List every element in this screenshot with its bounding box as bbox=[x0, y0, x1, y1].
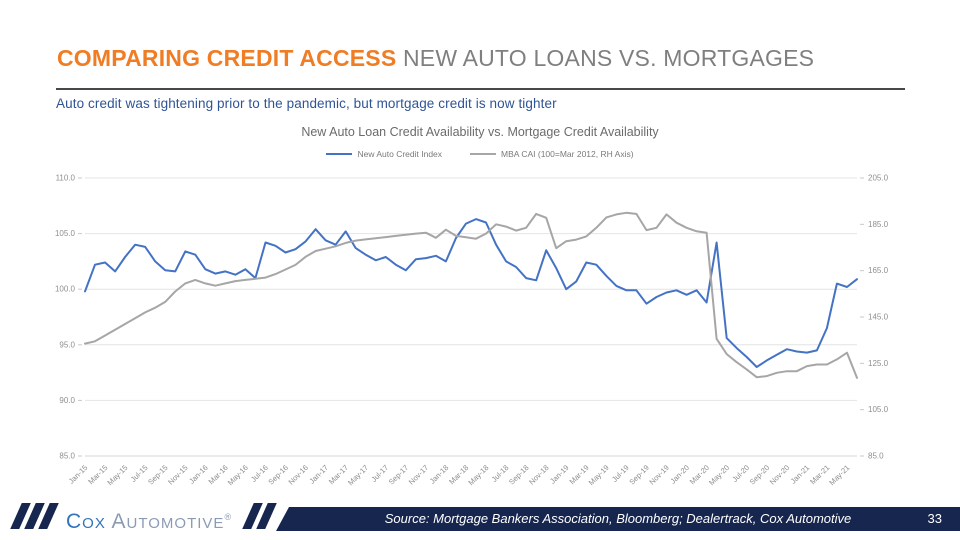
x-axis-label: Mar-18 bbox=[447, 463, 470, 486]
legend-swatch bbox=[470, 153, 497, 155]
legend-label: MBA CAI (100=Mar 2012, RH Axis) bbox=[501, 149, 634, 159]
x-axis-label: May-17 bbox=[346, 463, 370, 487]
x-axis-label: May-21 bbox=[827, 463, 851, 487]
legend-item: New Auto Credit Index bbox=[326, 149, 442, 159]
title-divider bbox=[56, 88, 905, 90]
left-axis-label: 100.0 bbox=[55, 285, 76, 294]
x-axis-label: Jan-15 bbox=[67, 463, 90, 486]
logo-text-automotive: Automotive bbox=[111, 510, 225, 533]
x-axis-label: Jan-20 bbox=[668, 463, 691, 486]
logo-text-cox: Cox bbox=[66, 510, 106, 533]
x-axis-label: Mar-21 bbox=[808, 463, 831, 486]
left-axis-label: 85.0 bbox=[59, 452, 75, 461]
chart-legend: New Auto Credit Index MBA CAI (100=Mar 20… bbox=[0, 149, 960, 159]
legend-label: New Auto Credit Index bbox=[357, 149, 443, 159]
mba-cai-line bbox=[84, 211, 858, 379]
x-axis-label: Mar-15 bbox=[86, 463, 109, 486]
x-axis-label: Sep-17 bbox=[387, 463, 410, 486]
x-axis-label: Mar-16 bbox=[207, 463, 230, 486]
left-axis-label: 105.0 bbox=[55, 229, 76, 238]
x-axis-label: Sep-15 bbox=[146, 463, 169, 486]
new-auto-credit-index-line bbox=[84, 218, 858, 368]
x-axis-label: Sep-20 bbox=[748, 463, 771, 486]
line-chart: 85.0 90.0 95.0 100.0 105.0 110.0 85.0 105.0 125.… bbox=[55, 174, 889, 488]
left-axis-label: 90.0 bbox=[59, 396, 75, 405]
x-axis-label: Nov-20 bbox=[768, 463, 791, 486]
x-axis-label: Mar-17 bbox=[327, 463, 350, 486]
legend-item: MBA CAI (100=Mar 2012, RH Axis) bbox=[470, 149, 634, 159]
source-text: Source: Mortgage Bankers Association, Bl… bbox=[384, 511, 852, 526]
right-axis-label: 125.0 bbox=[868, 359, 889, 368]
x-axis-label: Jan-16 bbox=[187, 463, 210, 486]
x-axis-label: May-19 bbox=[587, 463, 611, 487]
x-axis-label: May-18 bbox=[466, 463, 490, 487]
legend-swatch bbox=[326, 153, 353, 155]
title-rest: NEW AUTO LOANS VS. MORTGAGES bbox=[396, 45, 815, 71]
x-axis-label: Mar-19 bbox=[568, 463, 591, 486]
page-title: COMPARING CREDIT ACCESS NEW AUTO LOANS V… bbox=[57, 44, 814, 72]
x-axis-label: Nov-15 bbox=[166, 463, 189, 486]
x-axis-label: May-16 bbox=[226, 463, 250, 487]
right-axis-label: 145.0 bbox=[868, 313, 889, 322]
right-axis-label: 205.0 bbox=[868, 174, 889, 183]
right-axis-label: 185.0 bbox=[868, 220, 889, 229]
right-axis-label: 105.0 bbox=[868, 405, 889, 414]
source-bar: Source: Mortgage Bankers Association, Bl… bbox=[276, 507, 960, 531]
x-axis-label: Sep-19 bbox=[627, 463, 650, 486]
title-highlight: COMPARING CREDIT ACCESS bbox=[57, 45, 397, 71]
x-axis-label: Jan-21 bbox=[789, 463, 812, 486]
x-axis-label: Nov-16 bbox=[287, 463, 310, 486]
x-axis-label: Mar-20 bbox=[688, 463, 711, 486]
left-axis-label: 95.0 bbox=[59, 340, 75, 349]
page-number: 33 bbox=[927, 511, 942, 526]
right-axis-label: 85.0 bbox=[868, 452, 884, 461]
x-axis-label: Jan-19 bbox=[548, 463, 571, 486]
x-axis-label: May-20 bbox=[707, 463, 731, 487]
x-axis-label: Jan-17 bbox=[307, 463, 330, 486]
x-axis-label: Nov-19 bbox=[647, 463, 670, 486]
x-axis-label: Sep-16 bbox=[266, 463, 289, 486]
slide-subtitle: Auto credit was tightening prior to the … bbox=[56, 96, 557, 111]
x-axis-label: Jan-18 bbox=[428, 463, 451, 486]
x-axis-label: May-15 bbox=[105, 463, 129, 487]
right-axis-label: 165.0 bbox=[868, 266, 889, 275]
logo-trademark: ® bbox=[224, 512, 233, 522]
x-axis-label: Nov-18 bbox=[527, 463, 550, 486]
x-axis-label: Sep-18 bbox=[507, 463, 530, 486]
chart-title: New Auto Loan Credit Availability vs. Mo… bbox=[301, 125, 659, 139]
x-axis-label: Nov-17 bbox=[407, 463, 430, 486]
left-axis-label: 110.0 bbox=[56, 174, 76, 183]
cox-automotive-logo: Cox Automotive® bbox=[66, 504, 232, 535]
